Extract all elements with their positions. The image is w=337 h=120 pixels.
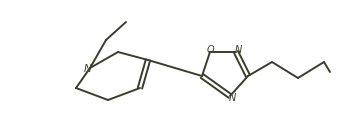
- Text: N: N: [228, 93, 236, 103]
- Text: O: O: [206, 45, 214, 55]
- Text: N: N: [84, 64, 92, 74]
- Text: N: N: [234, 45, 242, 55]
